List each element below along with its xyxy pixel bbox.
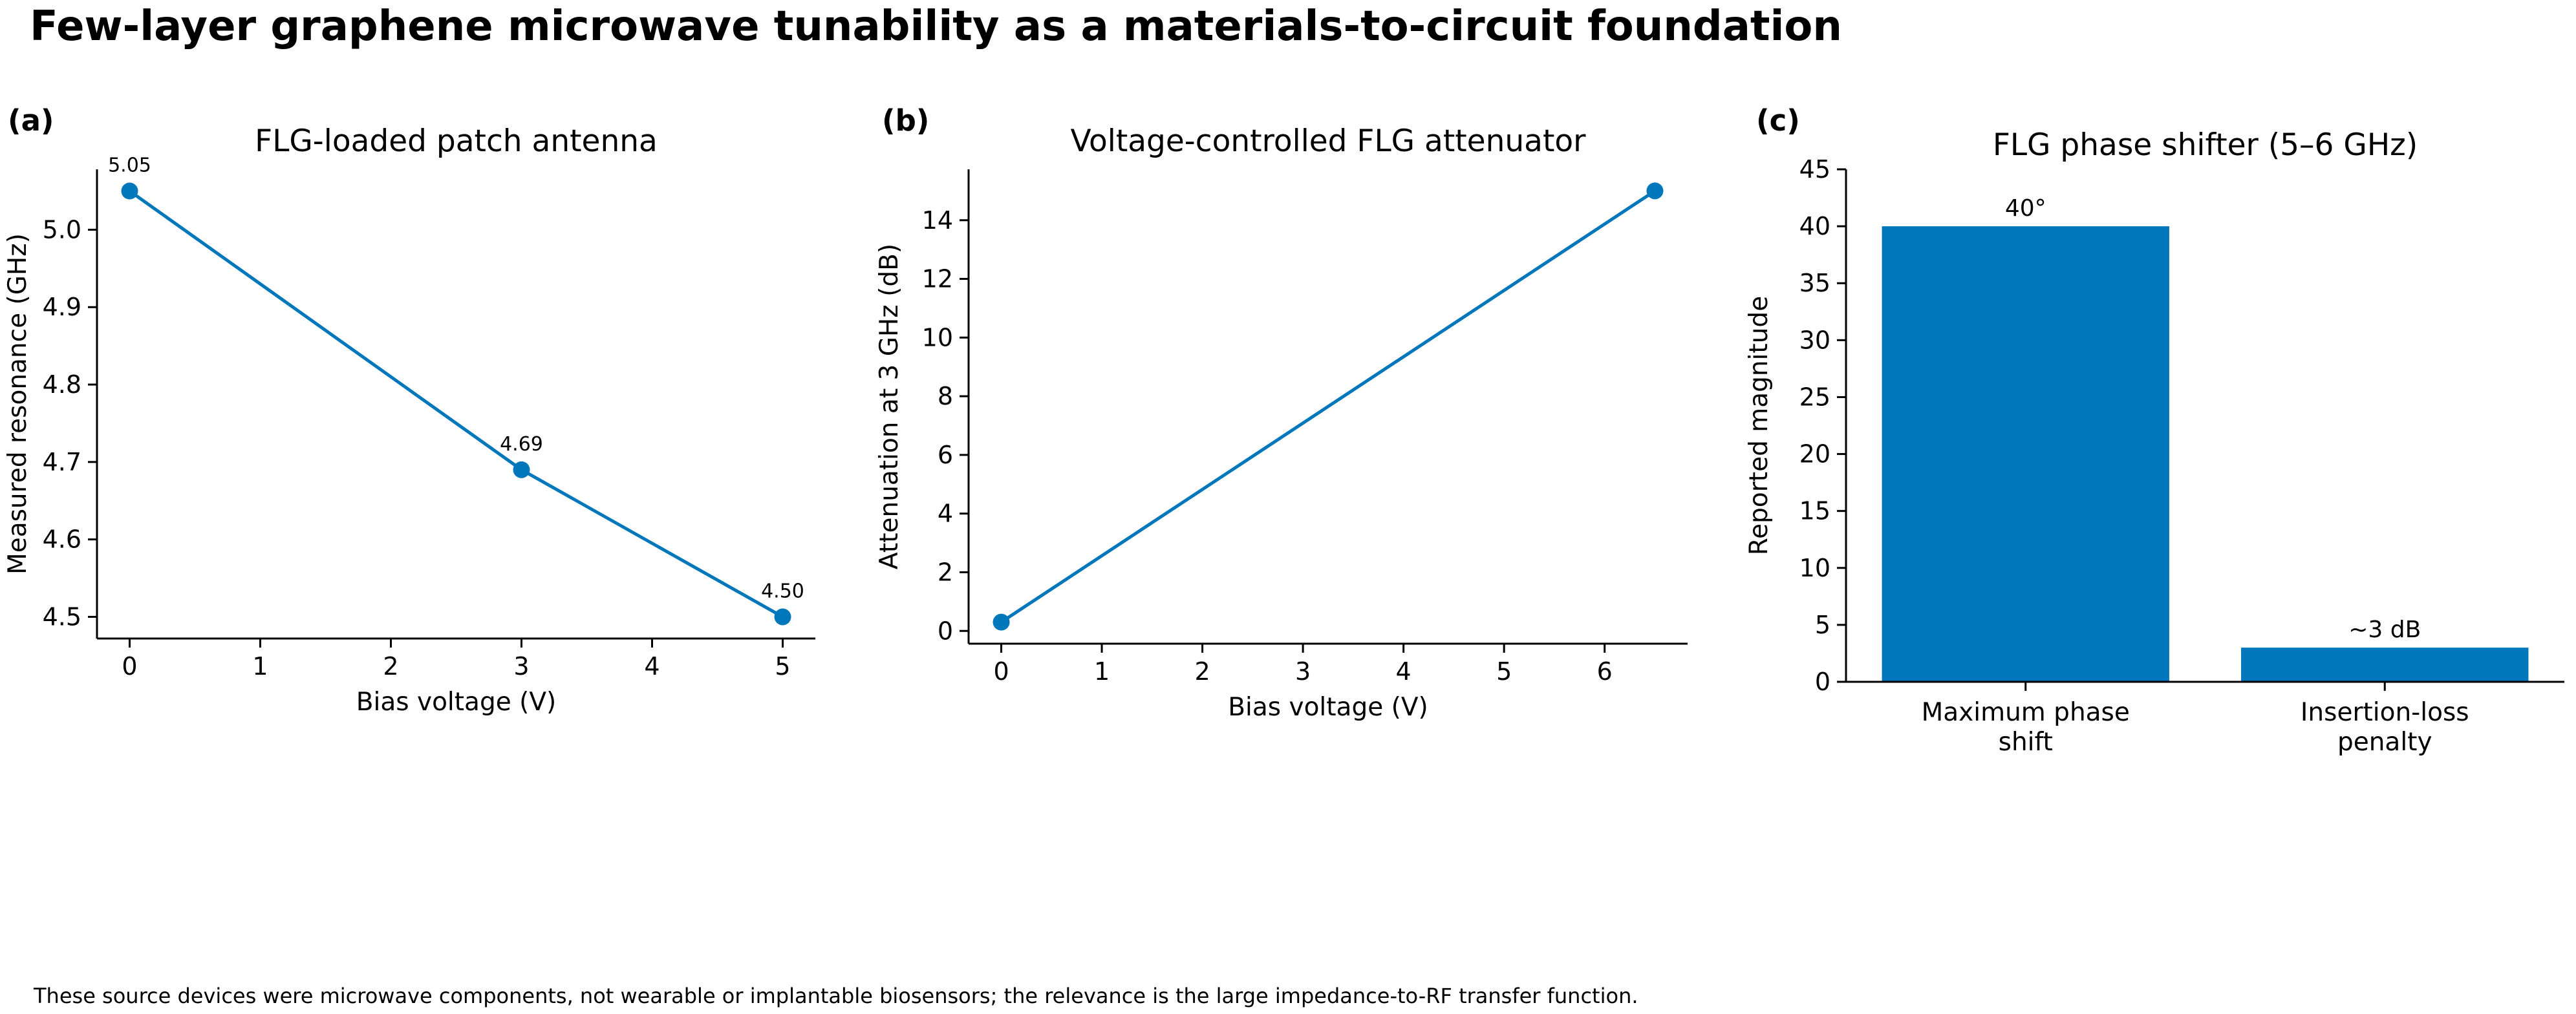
data-point	[121, 182, 138, 200]
y-tick-label: 40	[1799, 212, 1830, 240]
panel-label: (a)	[8, 103, 54, 138]
bar	[2241, 648, 2529, 682]
x-tick-label: 1	[1094, 657, 1110, 686]
y-tick-label: 4.9	[43, 293, 81, 321]
data-point	[513, 461, 530, 478]
y-tick-label: 4.7	[43, 448, 81, 476]
x-tick-label: 5	[1496, 657, 1512, 686]
y-tick-label: 5.0	[43, 215, 81, 244]
footnote: These source devices were microwave comp…	[33, 984, 1638, 1008]
y-tick-label: 6	[938, 441, 953, 469]
y-tick-label: 10	[1799, 554, 1830, 582]
y-tick-label: 0	[1815, 668, 1830, 696]
y-tick-label: 0	[938, 617, 953, 645]
chart-title: FLG phase shifter (5–6 GHz)	[1993, 127, 2418, 163]
panel-label: (b)	[882, 103, 929, 138]
panel-a: (a) FLG-loaded patch antenna 0 1 2 3 4 5 4.5 4.6 4…	[3, 103, 815, 717]
y-tick-label: 14	[922, 206, 953, 235]
series-line	[1000, 189, 1656, 624]
y-tick-label: 4.5	[43, 602, 81, 631]
data-label: 4.50	[761, 580, 804, 602]
y-tick-label: 12	[922, 265, 953, 293]
y-tick-label: 45	[1799, 155, 1830, 184]
y-axis-label: Measured resonance (GHz)	[3, 233, 32, 575]
y-tick-label: 10	[922, 323, 953, 352]
x-tick-label: Insertion-loss penalty	[2301, 698, 2469, 757]
x-tick-label: 4	[1396, 657, 1411, 686]
x-tick-label: 0	[993, 657, 1009, 686]
series-line	[129, 189, 784, 618]
y-tick-label: 25	[1799, 383, 1830, 411]
y-tick-label: 4.8	[43, 370, 81, 399]
data-point	[993, 613, 1010, 631]
y-axis-label: Reported magnitude	[1744, 296, 1774, 555]
y-tick-label: 4.6	[43, 525, 81, 554]
data-label: 5.05	[108, 154, 151, 177]
panel-label: (c)	[1756, 103, 1800, 138]
y-tick-label: 30	[1799, 326, 1830, 354]
data-label: 4.69	[500, 433, 543, 456]
bar-value-label: ~3 dB	[2348, 617, 2421, 643]
figure-title: Few-layer graphene microwave tunability …	[30, 3, 1842, 50]
y-tick-label: 2	[938, 558, 953, 586]
data-point	[1646, 182, 1664, 200]
x-axis-label: Bias voltage (V)	[1228, 693, 1428, 722]
panel-c: (c) FLG phase shifter (5–6 GHz) 40° Maximum…	[1744, 103, 2564, 757]
bar	[1882, 226, 2169, 682]
y-axis-label: Attenuation at 3 GHz (dB)	[875, 244, 904, 569]
x-tick-label: 3	[513, 652, 529, 681]
chart-title: Voltage-controlled FLG attenuator	[1071, 123, 1587, 159]
x-tick-label: 5	[775, 652, 790, 681]
x-tick-label: 1	[252, 652, 268, 681]
x-tick-label: 6	[1597, 657, 1613, 686]
y-tick-label: 8	[938, 382, 953, 410]
y-tick-label: 15	[1799, 497, 1830, 525]
y-tick-label: 5	[1815, 611, 1830, 639]
x-tick-label: 3	[1295, 657, 1311, 686]
x-tick-label: 0	[122, 652, 137, 681]
x-tick-label: Maximum phase shift	[1922, 698, 2130, 757]
y-tick-label: 4	[938, 500, 953, 528]
x-tick-label: 4	[644, 652, 660, 681]
bar-value-label: 40°	[2005, 195, 2046, 222]
y-tick-label: 35	[1799, 269, 1830, 297]
data-point	[774, 608, 791, 626]
x-axis-label: Bias voltage (V)	[356, 688, 556, 717]
x-tick-label: 2	[1195, 657, 1210, 686]
x-tick-label: 2	[383, 652, 398, 681]
chart-title: FLG-loaded patch antenna	[255, 123, 658, 159]
y-tick-label: 20	[1799, 440, 1830, 469]
